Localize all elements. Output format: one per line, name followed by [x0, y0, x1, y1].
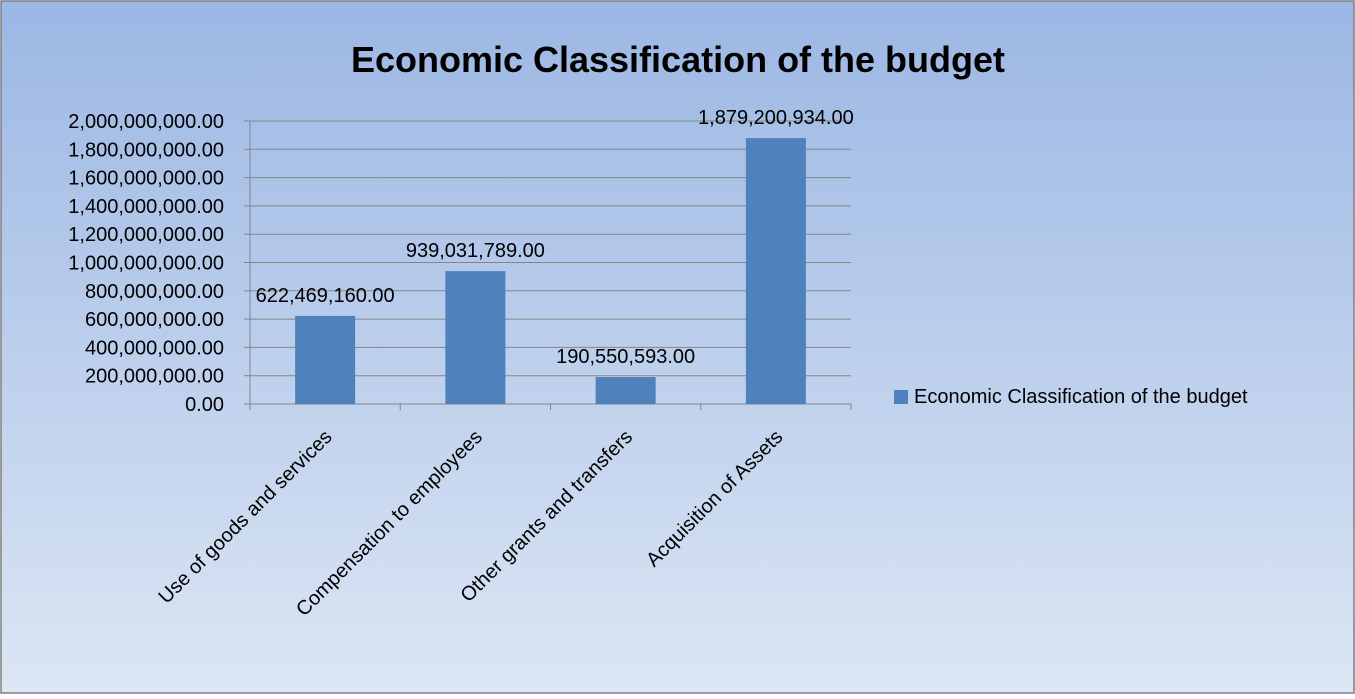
- legend-label: Economic Classification of the budget: [914, 386, 1248, 408]
- y-tick-label: 800,000,000.00: [85, 281, 224, 303]
- y-tick-labels: 0.00 200,000,000.00 400,000,000.00 600,000,…: [68, 111, 224, 416]
- data-label: 1,879,200,934.00: [698, 107, 854, 129]
- chart-title: Economic Classification of the budget: [351, 39, 1005, 80]
- y-tick-label: 600,000,000.00: [85, 309, 224, 331]
- data-label: 939,031,789.00: [406, 240, 545, 262]
- data-label: 190,550,593.00: [556, 346, 695, 368]
- y-tick-label: 2,000,000,000.00: [68, 111, 224, 133]
- data-labels: 622,469,160.00 939,031,789.00 190,550,593.…: [256, 107, 854, 368]
- legend-swatch: [894, 390, 908, 404]
- y-tick-label: 400,000,000.00: [85, 337, 224, 359]
- y-tick-label: 1,800,000,000.00: [68, 139, 224, 161]
- y-tick-label: 0.00: [185, 394, 224, 416]
- bar: [595, 377, 656, 404]
- bars: [295, 138, 806, 404]
- y-tick-label: 1,400,000,000.00: [68, 196, 224, 218]
- y-tick-label: 1,600,000,000.00: [68, 168, 224, 190]
- y-tick-label: 1,200,000,000.00: [68, 224, 224, 246]
- y-tick-label: 1,000,000,000.00: [68, 253, 224, 275]
- y-tick-label: 200,000,000.00: [85, 366, 224, 388]
- bar: [295, 315, 356, 404]
- legend: Economic Classification of the budget: [894, 386, 1248, 408]
- bar: [745, 138, 806, 404]
- data-label: 622,469,160.00: [256, 285, 395, 307]
- bar: [445, 271, 506, 404]
